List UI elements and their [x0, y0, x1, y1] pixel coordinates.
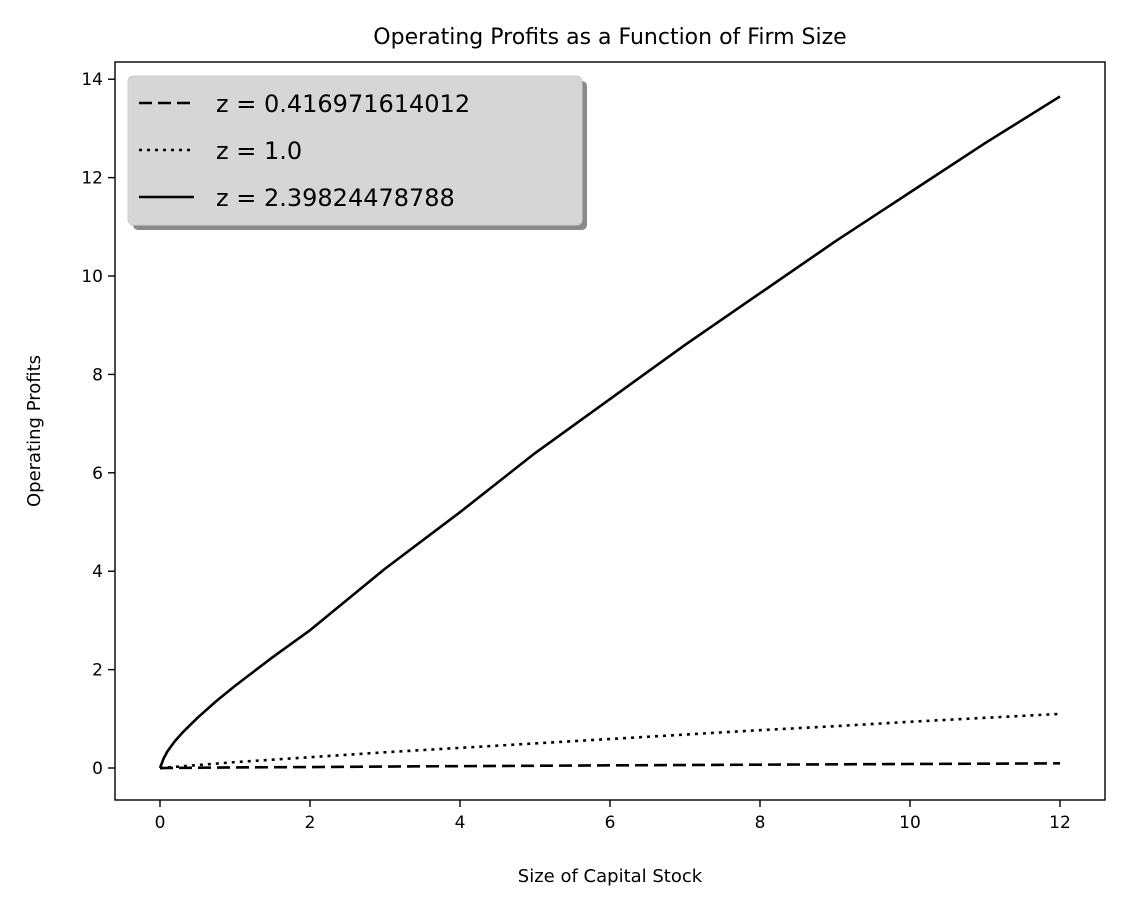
legend-label-3: z = 2.39824478788: [216, 184, 455, 212]
series-line-3: [158, 95, 1061, 769]
legend-box: [127, 75, 583, 226]
x-tick-label: 0: [155, 813, 166, 833]
y-tick-label: 2: [92, 661, 103, 681]
legend-label-1: z = 0.416971614012: [216, 90, 470, 118]
x-tick-label: 8: [755, 813, 766, 833]
chart-title: Operating Profits as a Function of Firm …: [373, 25, 846, 50]
y-tick-label: 4: [92, 562, 103, 582]
y-tick-label: 6: [92, 464, 103, 484]
y-tick-label: 10: [81, 267, 103, 287]
y-tick-label: 0: [92, 759, 103, 779]
y-tick-label: 14: [81, 70, 103, 90]
y-axis-label: Operating Profits: [24, 355, 45, 507]
x-tick-label: 4: [455, 813, 466, 833]
x-axis-label: Size of Capital Stock: [518, 866, 703, 887]
legend-label-2: z = 1.0: [216, 137, 302, 165]
series-line-2: [159, 712, 1061, 770]
y-tick-label: 8: [92, 365, 103, 385]
x-tick-label: 12: [1049, 813, 1071, 833]
legend: z = 0.416971614012 z = 1.0 z = 2.398244787…: [127, 75, 587, 230]
x-tick-label: 6: [605, 813, 616, 833]
x-tick-label: 10: [899, 813, 921, 833]
y-tick-label: 12: [81, 169, 103, 189]
series-line-1: [159, 762, 1061, 770]
x-tick-label: 2: [305, 813, 316, 833]
plot-area: 0 2 4 6 8 10 12 0 2 4 6 8 10 12 14: [81, 61, 1106, 833]
